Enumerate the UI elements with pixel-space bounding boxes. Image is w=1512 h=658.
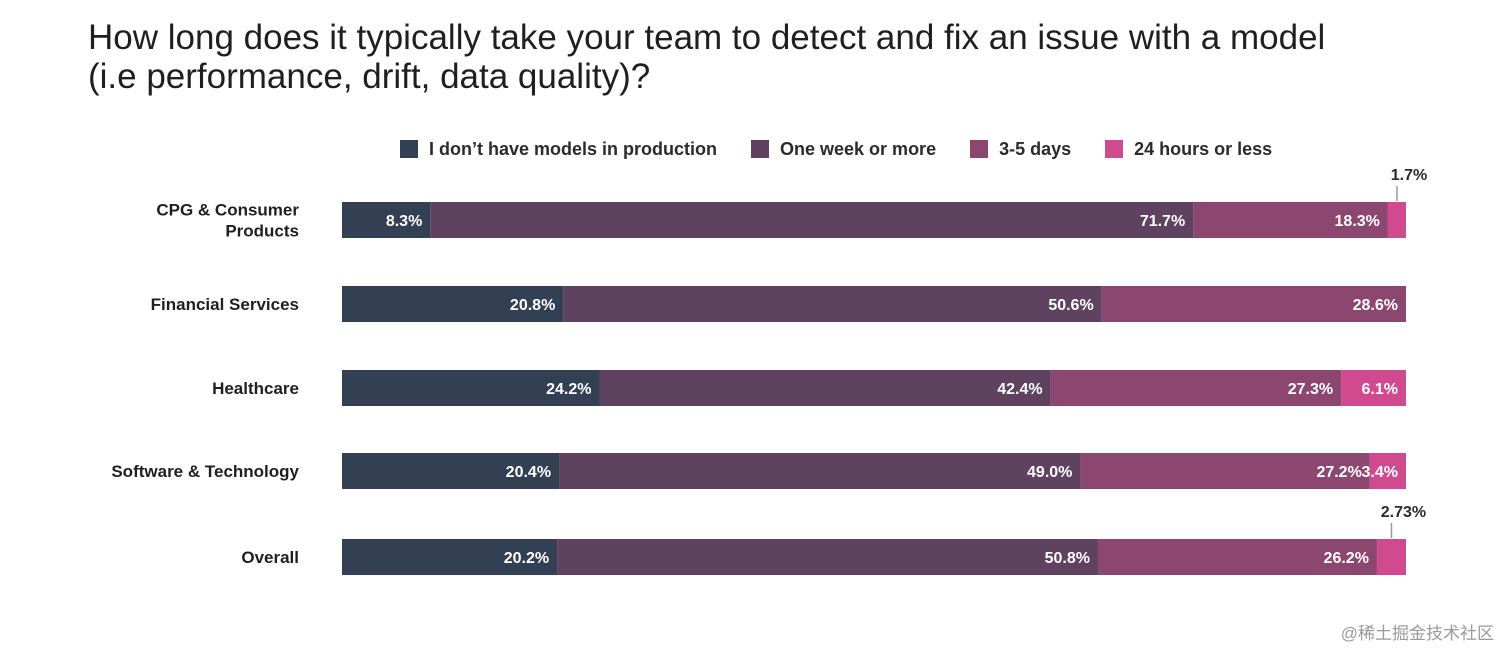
bar-software-technology-i-don-t-have-models-in-production	[342, 453, 560, 489]
data-label-financial-services-one-week-or-more: 50.6%	[1048, 297, 1093, 314]
data-label-overall-one-week-or-more: 50.8%	[1045, 550, 1090, 567]
legend-swatch-no-models	[400, 140, 418, 158]
data-label-healthcare-one-week-or-more: 42.4%	[997, 381, 1042, 398]
bar-healthcare-3-5-days	[1050, 370, 1342, 406]
legend-item-3-5-days: 3-5 days	[970, 139, 1071, 160]
category-label-software-technology: Software & Technology	[111, 462, 299, 481]
bar-cpg-consumer-products-one-week-or-more	[430, 202, 1194, 238]
bar-overall-24-hours-or-less	[1376, 539, 1406, 575]
bar-cpg-consumer-products-24-hours-or-less	[1387, 202, 1406, 238]
bar-healthcare-i-don-t-have-models-in-production	[342, 370, 600, 406]
bar-healthcare-one-week-or-more	[599, 370, 1051, 406]
bar-cpg-consumer-products-i-don-t-have-models-in-production	[342, 202, 431, 238]
bar-software-technology-24-hours-or-less	[1369, 453, 1406, 489]
watermark: @稀土掘金技术社区	[1340, 624, 1494, 643]
bar-cpg-consumer-products-3-5-days	[1193, 202, 1388, 238]
chart-title: How long does it typically take your tea…	[88, 18, 1488, 96]
data-label-software-technology-i-don-t-have-models-in-production: 20.4%	[506, 464, 551, 481]
data-label-healthcare-i-don-t-have-models-in-production: 24.2%	[546, 381, 591, 398]
legend-label-24-hours: 24 hours or less	[1134, 138, 1273, 159]
bar-overall-one-week-or-more	[557, 539, 1098, 575]
bar-overall-3-5-days	[1097, 539, 1377, 575]
data-label-overall-i-don-t-have-models-in-production: 20.2%	[504, 550, 549, 567]
category-label-cpg-consumer-products-line-2: Products	[225, 222, 299, 241]
category-label-financial-services: Financial Services	[151, 295, 299, 314]
data-label-software-technology-one-week-or-more: 49.0%	[1027, 464, 1072, 481]
chart-title-line-1: How long does it typically take your tea…	[88, 18, 1326, 57]
bar-software-technology-one-week-or-more	[559, 453, 1081, 489]
legend: I don’t have models in production One we…	[400, 137, 1306, 161]
bar-overall-i-don-t-have-models-in-production	[342, 539, 558, 575]
legend-label-one-week: One week or more	[780, 138, 937, 159]
category-label-overall: Overall	[241, 548, 299, 567]
chart-title-line-2: (i.e performance, drift, data quality)?	[88, 57, 651, 96]
legend-swatch-3-5-days	[970, 140, 989, 158]
category-label-cpg-consumer-products-line-1: CPG & Consumer	[156, 201, 299, 220]
legend-item-24-hours: 24 hours or less	[1105, 139, 1272, 160]
data-label-software-technology-24-hours-or-less: 3.4%	[1362, 464, 1398, 481]
legend-item-one-week: One week or more	[751, 139, 936, 160]
legend-label-no-models: I don’t have models in production	[429, 138, 718, 159]
data-label-healthcare-3-5-days: 27.3%	[1288, 381, 1333, 398]
legend-label-3-5-days: 3-5 days	[999, 138, 1072, 159]
legend-swatch-24-hours	[1105, 140, 1124, 158]
data-label-cpg-consumer-products-one-week-or-more: 71.7%	[1140, 213, 1185, 230]
bar-healthcare-24-hours-or-less	[1341, 370, 1406, 406]
data-label-overall-24-hours-or-less: 2.73%	[1381, 504, 1426, 521]
data-label-financial-services-3-5-days: 28.6%	[1353, 297, 1398, 314]
bar-financial-services-one-week-or-more	[563, 286, 1102, 322]
data-label-overall-3-5-days: 26.2%	[1324, 550, 1369, 567]
bar-software-technology-3-5-days	[1080, 453, 1370, 489]
category-label-healthcare: Healthcare	[212, 379, 299, 398]
data-label-cpg-consumer-products-3-5-days: 18.3%	[1335, 213, 1380, 230]
data-label-financial-services-i-don-t-have-models-in-production: 20.8%	[510, 297, 555, 314]
data-label-software-technology-3-5-days: 27.2%	[1316, 464, 1361, 481]
data-label-healthcare-24-hours-or-less: 6.1%	[1362, 381, 1398, 398]
data-label-cpg-consumer-products-i-don-t-have-models-in-production: 8.3%	[386, 213, 422, 230]
bar-financial-services-i-don-t-have-models-in-production	[342, 286, 564, 322]
legend-item-no-models: I don’t have models in production	[400, 139, 717, 160]
bar-financial-services-3-5-days	[1101, 286, 1406, 322]
legend-swatch-one-week	[751, 140, 770, 158]
data-label-cpg-consumer-products-24-hours-or-less: 1.7%	[1391, 167, 1427, 184]
